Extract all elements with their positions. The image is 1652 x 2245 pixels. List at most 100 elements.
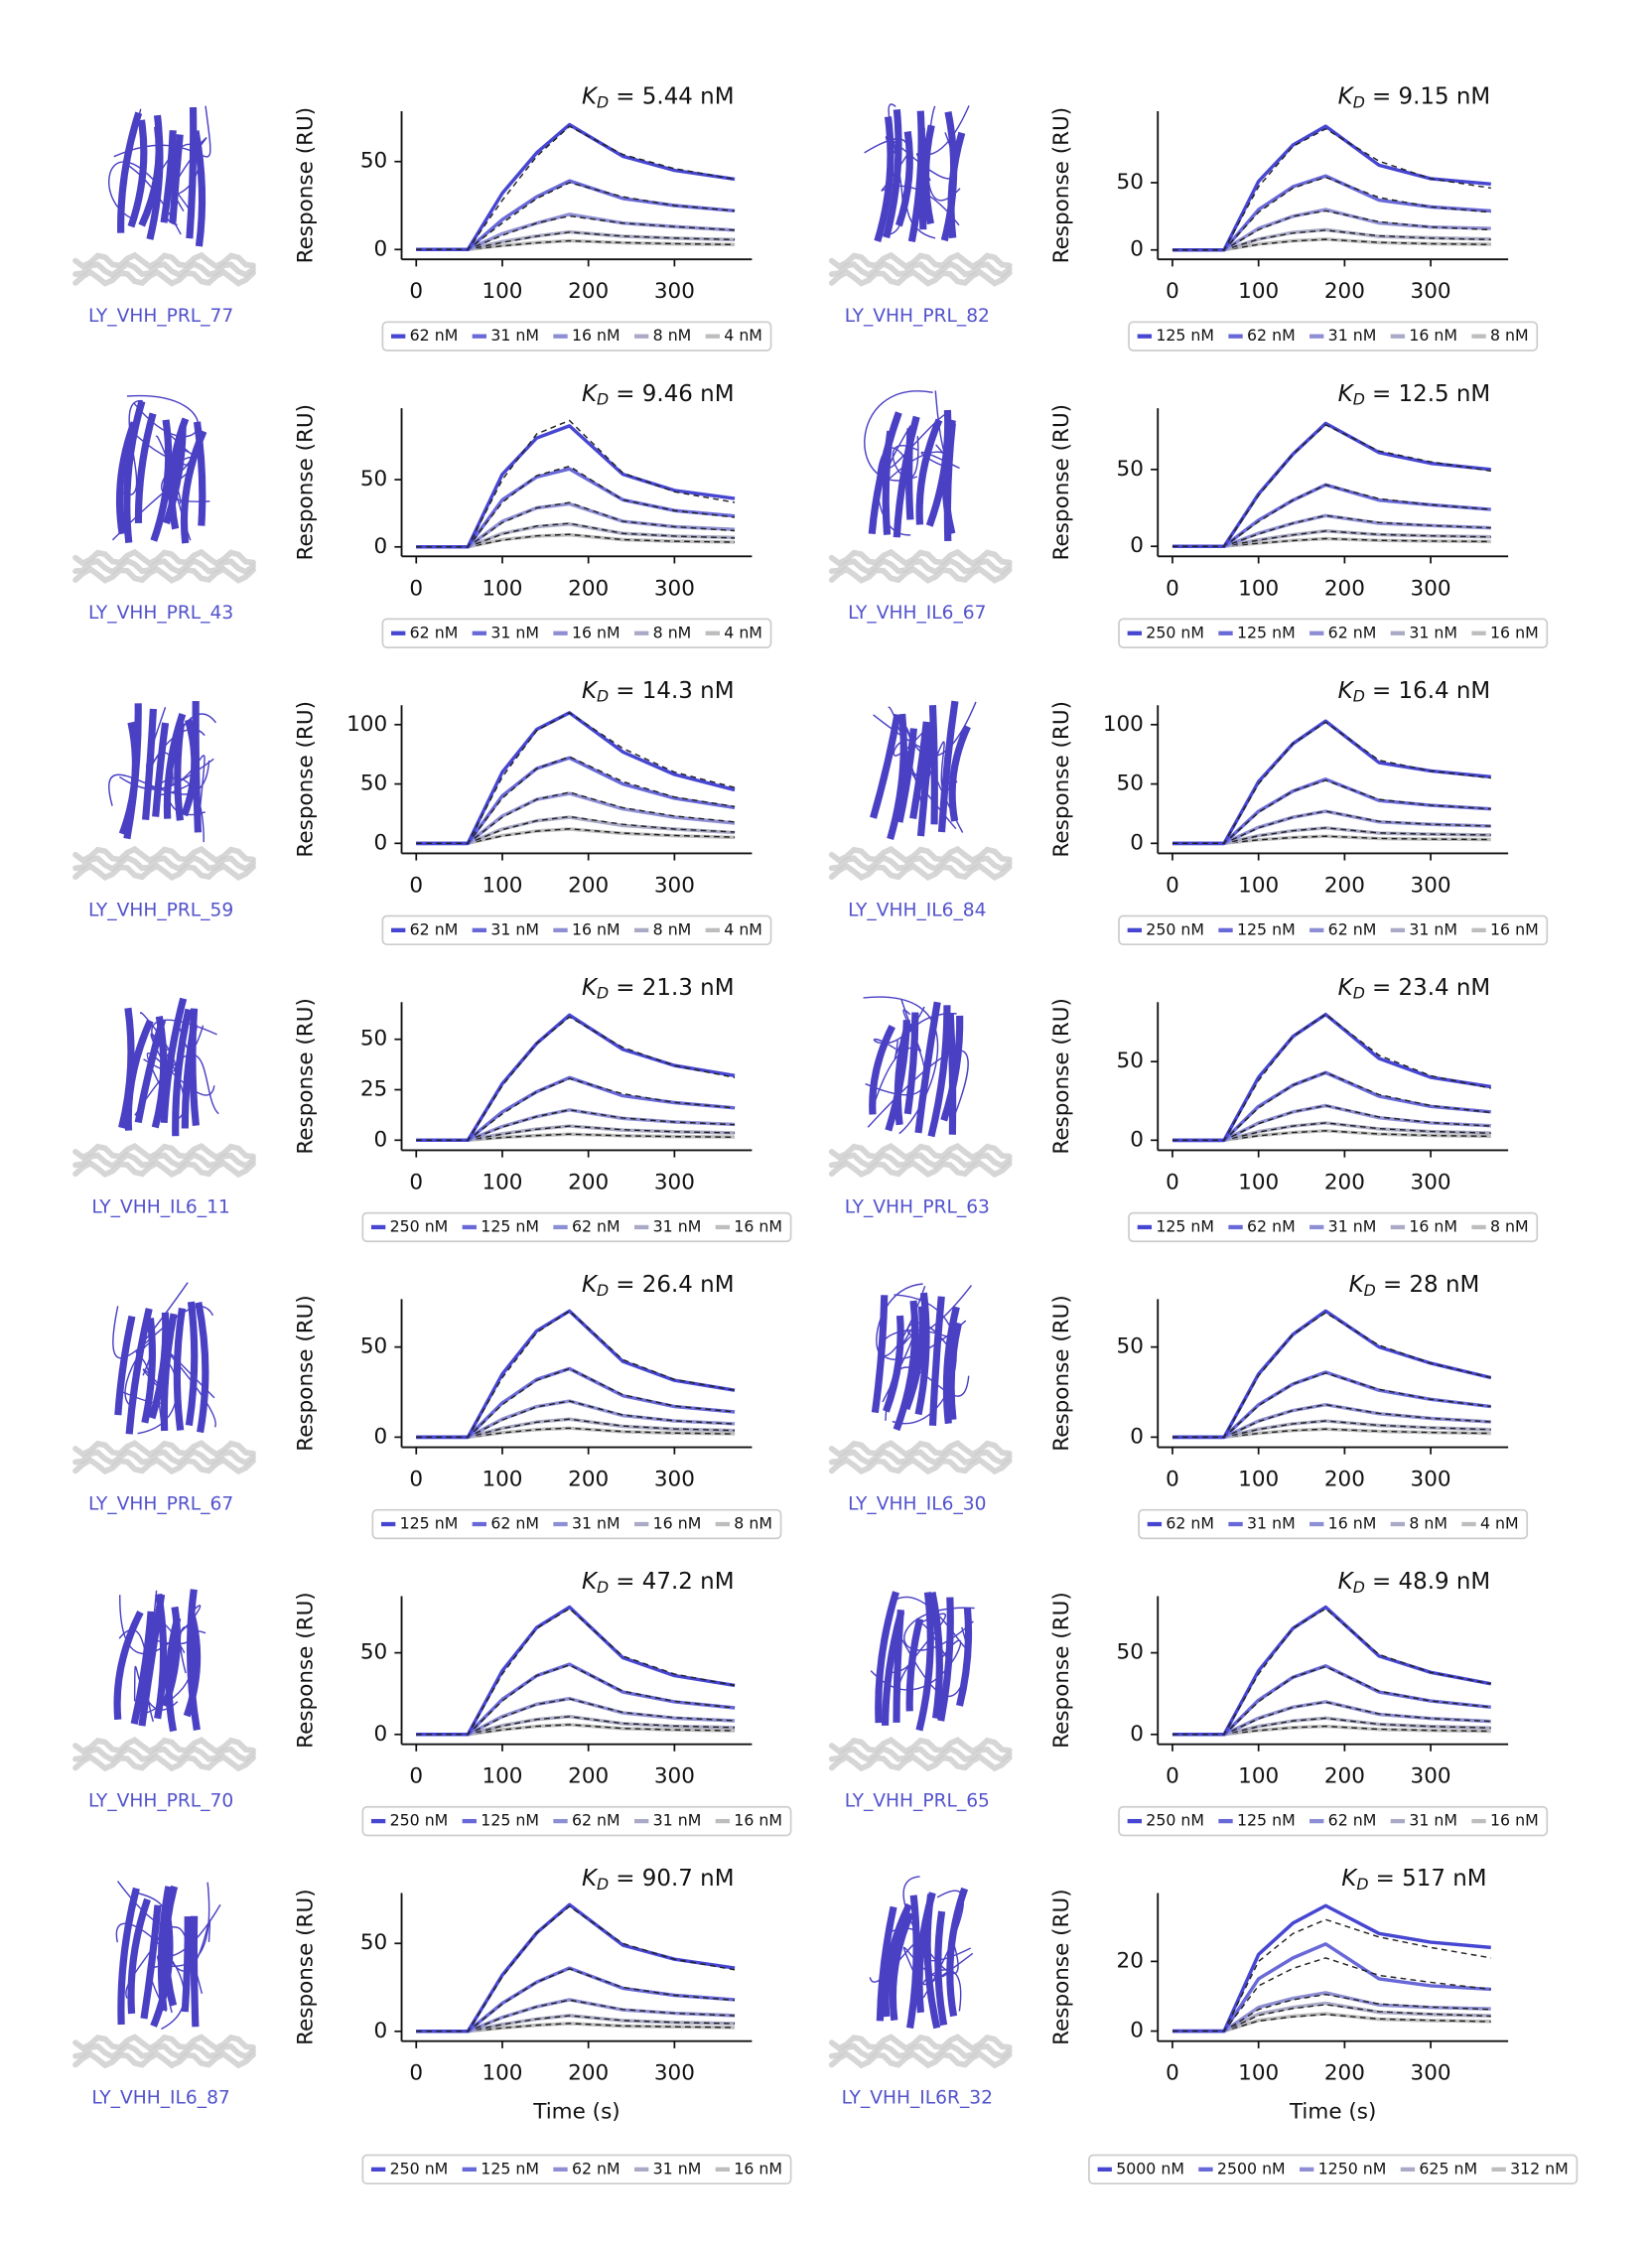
fit-curve <box>1171 1104 1491 1142</box>
legend-frame <box>361 1211 792 1243</box>
fit-curve <box>416 1310 736 1439</box>
y-axis-label: Response (RU) <box>293 1295 318 1452</box>
legend-label: 31 nM <box>653 2159 702 2177</box>
legend-label: 625 nM <box>1419 2159 1477 2177</box>
legend: 250 nM 125 nM 62 nM 31 nM 16 nM <box>1118 914 1549 946</box>
fit-curve <box>1171 1013 1491 1142</box>
beta-strand <box>125 1308 153 1435</box>
kd-value: = 47.2 nM <box>616 1569 734 1595</box>
y-tick-label: 50 <box>1117 1334 1144 1359</box>
fit-curve <box>416 465 736 548</box>
legend-label: 125 nM <box>400 1514 459 1533</box>
beta-strand <box>928 1296 945 1426</box>
kd-symbol: K <box>582 1866 599 1892</box>
x-tick-label: 200 <box>1324 576 1365 601</box>
chart-title: KD = 9.46 nM <box>582 380 735 408</box>
chart-title: KD = 5.44 nM <box>582 83 735 111</box>
fit-curve <box>416 522 736 548</box>
beta-strand <box>114 1315 136 1416</box>
beta-strand <box>882 1902 913 2018</box>
fit-curve <box>416 1716 736 1736</box>
x-tick-label: 0 <box>1166 1170 1179 1194</box>
loop <box>876 1283 926 1357</box>
structure-label: LY_VHH_IL6R_32 <box>842 2088 993 2109</box>
y-axis-label: Response (RU) <box>1049 1592 1074 1749</box>
response-curve <box>416 1605 736 1737</box>
structure-label: LY_VHH_PRL_82 <box>845 306 990 327</box>
x-tick-label: 0 <box>409 1764 423 1789</box>
structure-image <box>72 394 256 584</box>
legend-frame <box>361 1805 792 1837</box>
fit-curve <box>416 1905 736 2033</box>
chart-title: KD = 90.7 nM <box>582 1866 735 1894</box>
helix <box>72 260 256 279</box>
beta-strand <box>127 1897 151 2015</box>
legend: 125 nM 62 nM 31 nM 16 nM 8 nM <box>1128 1211 1539 1243</box>
legend-label: 4 nM <box>724 919 762 938</box>
kd-value: = 5.44 nM <box>616 83 734 109</box>
beta-strand <box>160 1313 178 1432</box>
y-tick-label: 50 <box>1117 1640 1144 1665</box>
fit-curve <box>416 1400 736 1439</box>
beta-strand <box>905 1894 920 2030</box>
y-tick-label: 0 <box>1130 1722 1144 1747</box>
y-tick-label: 50 <box>1117 1049 1144 1073</box>
x-tick-label: 300 <box>1411 1764 1451 1789</box>
y-axis-label: Response (RU) <box>293 998 318 1155</box>
legend-label: 31 nM <box>490 326 539 345</box>
fit-curve <box>1171 1957 1491 2033</box>
legend: 5000 nM 2500 nM 1250 nM 625 nM 312 nM <box>1088 2154 1579 2185</box>
legend-label: 16 nM <box>572 919 620 938</box>
chart-title: KD = 517 nM <box>1341 1866 1486 1894</box>
fit-curve <box>416 1427 736 1439</box>
legend-label: 16 nM <box>1409 326 1457 345</box>
legend-label: 31 nM <box>1409 623 1457 641</box>
kd-value: = 12.5 nM <box>1372 380 1490 406</box>
beta-strand <box>174 722 186 821</box>
x-tick-label: 300 <box>654 1468 695 1492</box>
response-curve <box>1171 1664 1491 1737</box>
legend-frame <box>381 618 772 648</box>
legend-label: 62 nM <box>572 2159 620 2177</box>
x-tick-label: 200 <box>568 2061 609 2086</box>
fit-curve <box>416 815 736 845</box>
x-tick-label: 100 <box>1238 279 1279 304</box>
y-tick-label: 0 <box>1130 830 1144 855</box>
legend-frame <box>1128 321 1539 351</box>
x-tick-label: 100 <box>1238 1764 1279 1789</box>
legend-label: 62 nM <box>410 326 459 345</box>
x-axis-label: Time (s) <box>532 2099 620 2124</box>
helix <box>828 854 1013 873</box>
beta-strand <box>186 106 198 239</box>
helix <box>72 548 256 567</box>
legend: 250 nM 125 nM 62 nM 31 nM 16 nM <box>361 1211 792 1243</box>
legend: 250 nM 125 nM 62 nM 31 nM 16 nM <box>1118 1805 1549 1837</box>
x-tick-label: 100 <box>482 576 522 601</box>
fit-curve <box>416 1109 736 1142</box>
fit-curve <box>1171 2004 1491 2033</box>
fit-curve <box>1171 1122 1491 1142</box>
legend-label: 31 nM <box>572 1514 620 1533</box>
kd-subscript: D <box>597 1577 609 1596</box>
fit-curve <box>1171 1372 1491 1439</box>
helix <box>828 1457 1013 1475</box>
y-tick-label: 0 <box>1130 237 1144 262</box>
beta-strand <box>937 700 959 833</box>
y-axis-label: Response (RU) <box>1049 107 1074 264</box>
chart-title: KD = 23.4 nM <box>1338 974 1491 1002</box>
x-tick-label: 200 <box>568 1764 609 1789</box>
x-tick-label: 0 <box>409 2061 423 2086</box>
x-tick-label: 300 <box>654 576 695 601</box>
fit-curve <box>416 533 736 548</box>
x-axis-label: Time (s) <box>1289 2099 1376 2124</box>
x-tick-label: 100 <box>1238 576 1279 601</box>
legend-label: 8 nM <box>1490 326 1529 345</box>
y-tick-label: 0 <box>1130 1424 1144 1449</box>
response-curve <box>1171 1942 1491 2034</box>
kd-symbol: K <box>582 677 599 703</box>
y-axis-label: Response (RU) <box>1049 1889 1074 2045</box>
beta-strand <box>123 703 142 840</box>
beta-strand <box>130 1611 155 1725</box>
helix <box>828 1745 1013 1763</box>
